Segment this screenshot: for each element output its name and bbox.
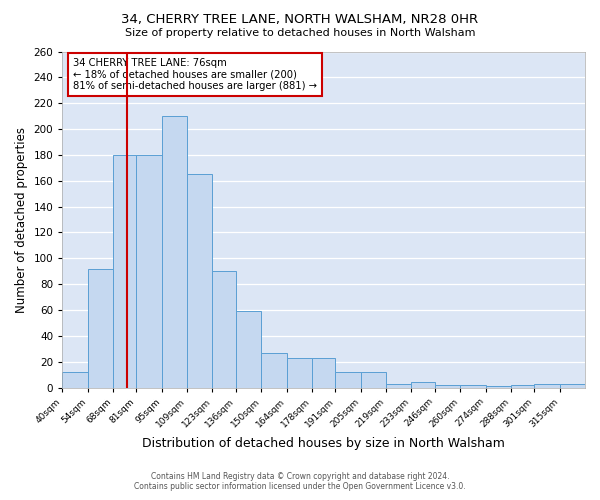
Bar [261,352,287,388]
Bar [335,372,361,388]
Y-axis label: Number of detached properties: Number of detached properties [15,126,28,312]
X-axis label: Distribution of detached houses by size in North Walsham: Distribution of detached houses by size … [142,437,505,450]
Bar [236,312,261,388]
Bar [312,358,335,388]
Bar [560,384,585,388]
Bar [113,155,136,388]
Bar [62,372,88,388]
Bar [162,116,187,388]
Bar [535,384,560,388]
Bar [511,385,535,388]
Bar [485,386,511,388]
Text: Size of property relative to detached houses in North Walsham: Size of property relative to detached ho… [125,28,475,38]
Bar [136,155,162,388]
Bar [361,372,386,388]
Bar [460,385,485,388]
Bar [435,385,460,388]
Bar [187,174,212,388]
Bar [88,268,113,388]
Text: Contains HM Land Registry data © Crown copyright and database right 2024.
Contai: Contains HM Land Registry data © Crown c… [134,472,466,491]
Text: 34, CHERRY TREE LANE, NORTH WALSHAM, NR28 0HR: 34, CHERRY TREE LANE, NORTH WALSHAM, NR2… [121,12,479,26]
Bar [386,384,412,388]
Bar [287,358,312,388]
Bar [212,271,236,388]
Text: 34 CHERRY TREE LANE: 76sqm
← 18% of detached houses are smaller (200)
81% of sem: 34 CHERRY TREE LANE: 76sqm ← 18% of deta… [73,58,317,92]
Bar [412,382,435,388]
